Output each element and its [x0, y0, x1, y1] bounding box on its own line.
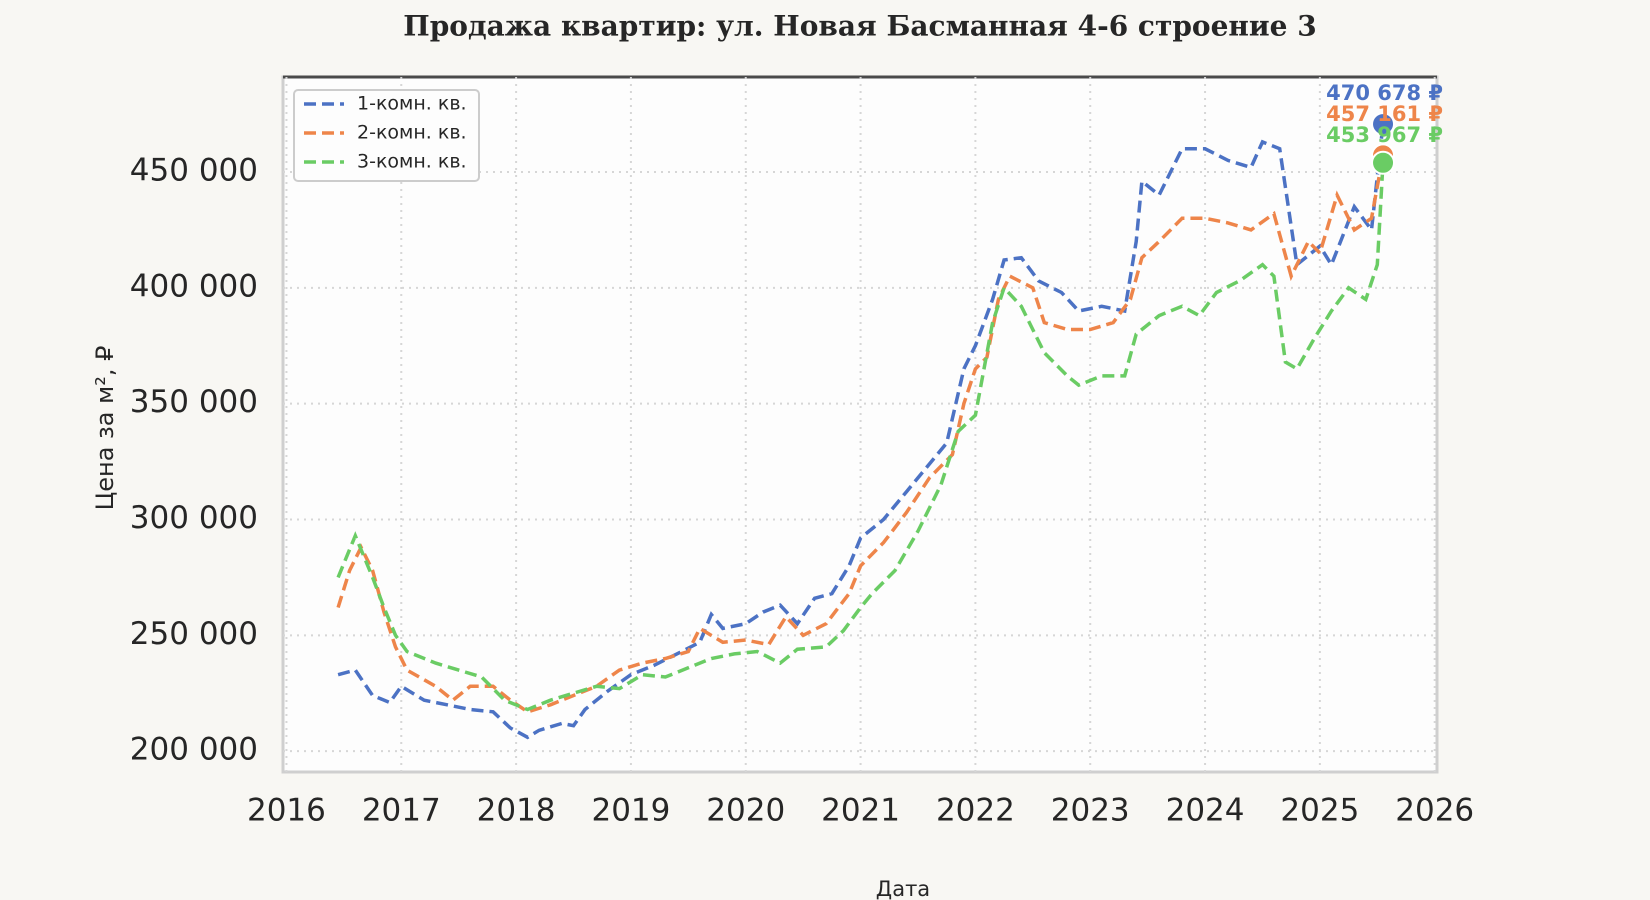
- end-label: 470 678 ₽: [1326, 81, 1443, 105]
- chart-title: Продажа квартир: ул. Новая Басманная 4-6…: [403, 10, 1316, 43]
- x-tick-label: 2022: [936, 793, 1015, 829]
- x-tick-label: 2017: [362, 793, 441, 829]
- legend-label: 2-комн. кв.: [357, 122, 467, 144]
- x-tick-label: 2026: [1395, 793, 1474, 829]
- y-tick-label: 250 000: [130, 616, 258, 652]
- x-tick-label: 2018: [477, 793, 556, 829]
- series-line: [336, 162, 1385, 712]
- y-tick-label: 450 000: [130, 152, 258, 188]
- series-line: [337, 123, 1385, 740]
- x-tick-label: 2024: [1166, 793, 1245, 829]
- series-line: [336, 155, 1385, 714]
- x-tick-label: 2023: [1051, 793, 1130, 829]
- legend: 1-комн. кв. 2-комн. кв. 3-комн. кв.: [293, 89, 480, 182]
- y-tick-label: 350 000: [130, 384, 258, 420]
- end-marker: [1371, 112, 1396, 137]
- x-tick-label: 2025: [1280, 793, 1359, 829]
- x-tick-label: 2016: [247, 793, 326, 829]
- x-tick-label: 2021: [821, 793, 900, 829]
- end-label: 453 967 ₽: [1326, 123, 1443, 147]
- y-tick-label: 300 000: [130, 500, 258, 536]
- end-label: 457 161 ₽: [1326, 102, 1443, 126]
- y-tick-label: 200 000: [130, 732, 258, 768]
- legend-label: 3-комн. кв.: [357, 151, 467, 173]
- x-tick-label: 2019: [591, 793, 670, 829]
- y-tick-label: 400 000: [130, 268, 258, 304]
- y-axis-label: Цена за м², ₽: [91, 346, 119, 511]
- plot-area: [281, 75, 1439, 774]
- legend-box: [293, 89, 480, 182]
- legend-label: 1-комн. кв.: [357, 93, 467, 115]
- x-tick-label: 2020: [706, 793, 785, 829]
- x-axis-label: Дата: [876, 877, 930, 900]
- end-marker: [1371, 150, 1396, 175]
